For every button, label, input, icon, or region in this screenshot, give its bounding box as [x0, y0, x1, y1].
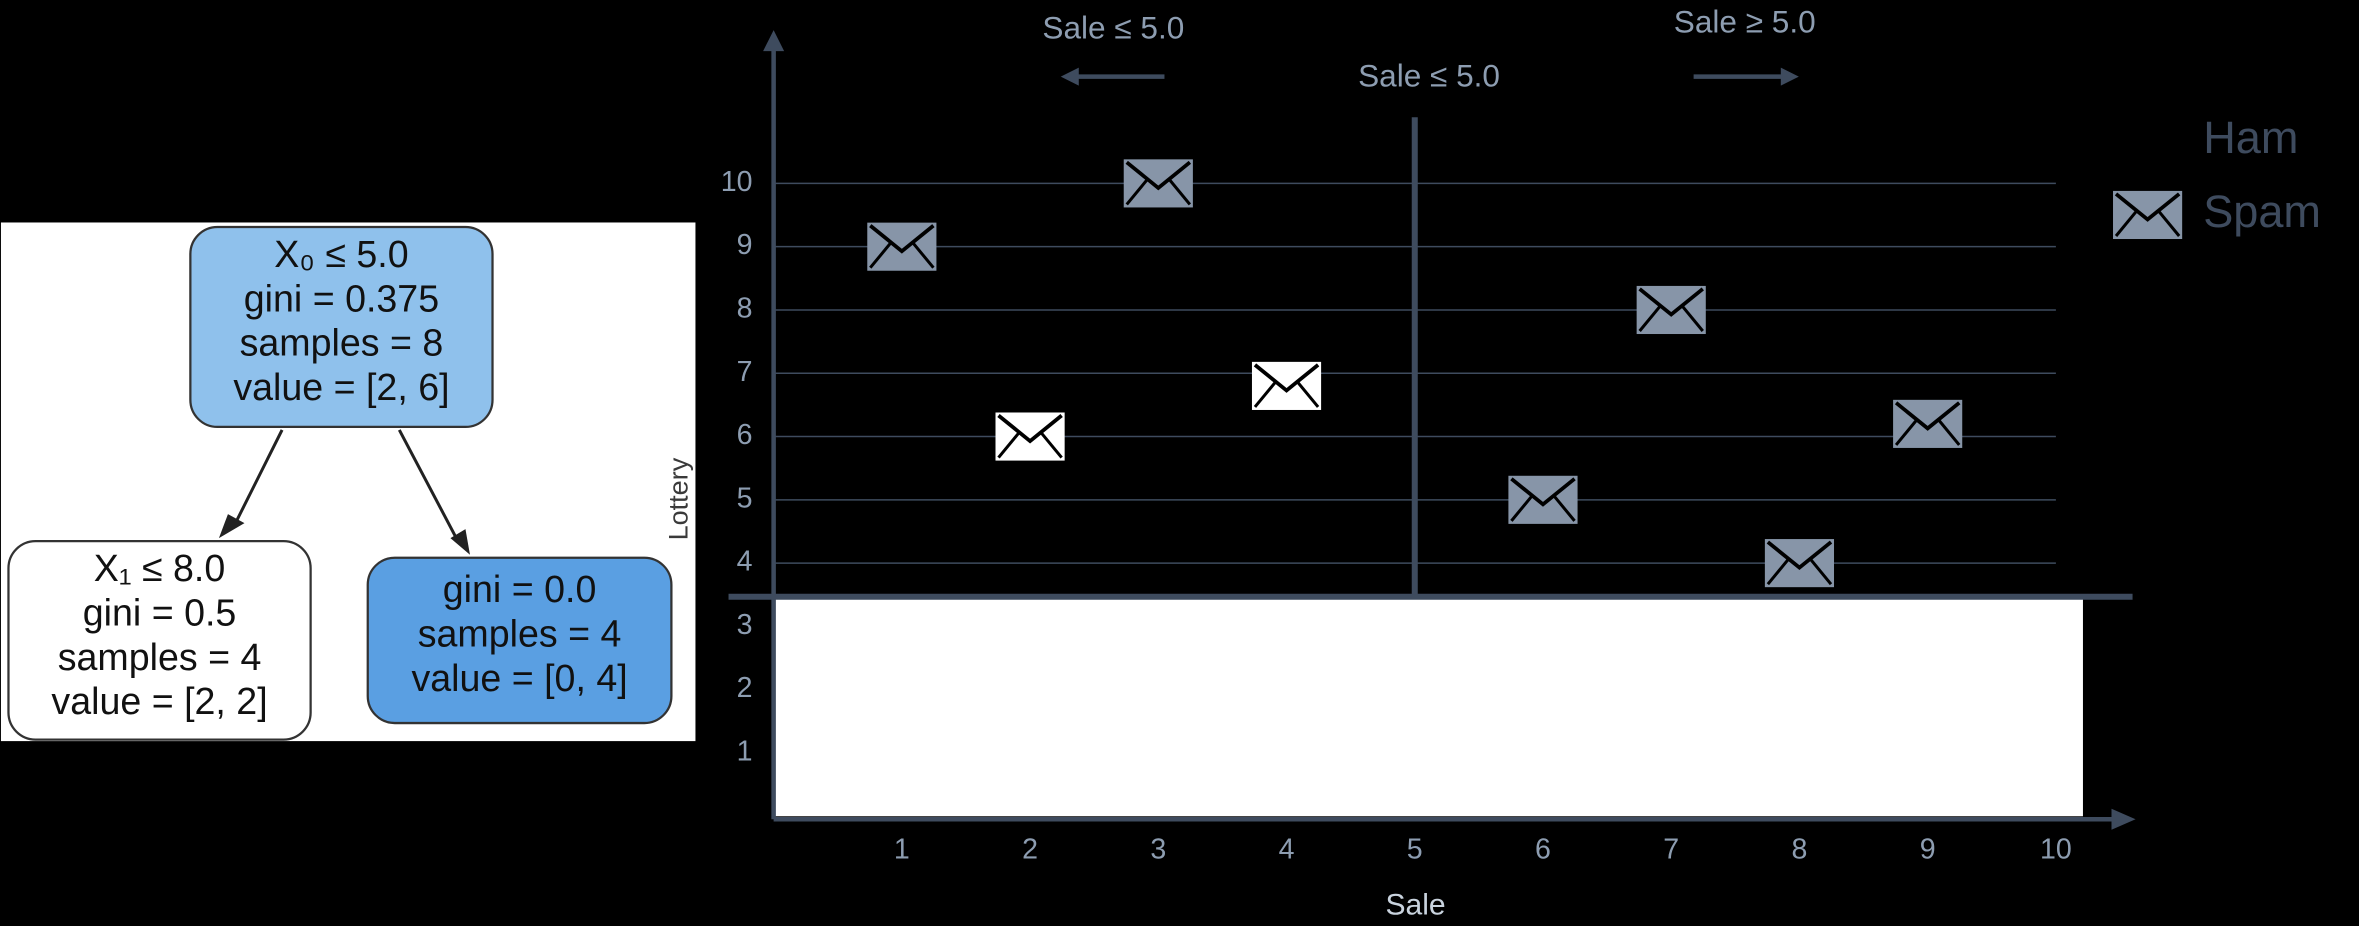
legend-label: Spam: [2203, 186, 2321, 237]
panel: [773, 598, 2083, 817]
envelope-flap: [997, 414, 1063, 444]
envelope-fold: [1253, 380, 1278, 408]
envelope-fold: [1766, 557, 1791, 586]
x-tick-label: 7: [1663, 833, 1679, 865]
envelope-flap: [869, 224, 935, 254]
envelope-fold: [1167, 177, 1192, 206]
envelope: [1251, 361, 1322, 410]
envelope-fold: [1125, 177, 1149, 206]
node-text: samples = 4: [418, 613, 622, 655]
y-tick-label: 10: [721, 166, 753, 198]
arrowhead: [1780, 67, 1799, 86]
envelope: [995, 412, 1065, 461]
envelope: [1508, 475, 1578, 524]
y-tick-label: 5: [737, 482, 753, 514]
envelope-fold: [911, 241, 935, 269]
tree-node: [366, 556, 673, 725]
node-text: value = [0, 4]: [411, 657, 627, 699]
envelope-fold: [1295, 380, 1320, 408]
x-tick-label: 6: [1535, 833, 1551, 865]
node-text: value = [2, 2]: [51, 680, 267, 722]
envelope: [867, 222, 937, 271]
envelope-fold: [1552, 494, 1576, 522]
x-tick-label: 9: [1920, 833, 1936, 865]
x-axis-arrow: [2111, 808, 2136, 830]
arrowhead: [1060, 67, 1079, 86]
y-tick-label: 3: [737, 609, 753, 641]
x-tick-label: 10: [2040, 833, 2072, 865]
envelope-fold: [1638, 304, 1662, 332]
node-text: gini = 0.375: [244, 277, 439, 319]
node-text: samples = 8: [240, 322, 444, 364]
y-axis-label: Lottery: [664, 457, 694, 540]
envelope: [1123, 159, 1193, 208]
annotation: Sale ≤ 5.0: [1358, 58, 1500, 94]
y-tick-label: 1: [737, 736, 753, 768]
envelope-fold: [1894, 418, 1919, 446]
envelope-flap: [1638, 287, 1704, 317]
envelope-fold: [997, 431, 1021, 459]
envelope-flap: [2114, 192, 2181, 222]
y-tick-label: 8: [737, 293, 753, 325]
node-text: samples = 4: [58, 636, 262, 678]
edge: [232, 429, 284, 527]
edge: [397, 429, 460, 542]
y-axis-arrow: [763, 30, 785, 52]
legend-label: Ham: [2203, 112, 2298, 163]
y-tick-label: 4: [737, 546, 753, 578]
node-text: X₁ ≤ 8.0: [94, 547, 226, 589]
tree-node: [189, 225, 494, 429]
node-text: gini = 0.5: [83, 592, 237, 634]
x-tick-label: 4: [1279, 833, 1295, 865]
envelope-fold: [2156, 209, 2181, 237]
envelope-fold: [1808, 557, 1833, 586]
envelope-flap: [1125, 160, 1192, 191]
envelope-flap: [1253, 363, 1320, 393]
envelope: [2113, 190, 2183, 240]
x-tick-label: 8: [1791, 833, 1807, 865]
x-tick-label: 3: [1150, 833, 1166, 865]
envelope-fold: [1937, 418, 1961, 446]
x-tick-label: 5: [1407, 833, 1423, 865]
y-tick-label: 9: [737, 229, 753, 261]
envelope-flap: [1510, 477, 1576, 507]
x-tick-label: 1: [894, 833, 910, 865]
y-tick-label: 7: [737, 356, 753, 388]
envelope-flap: [1894, 401, 1961, 431]
x-tick-label: 2: [1022, 833, 1038, 865]
node-text: gini = 0.0: [443, 568, 597, 610]
envelope: [1893, 399, 1963, 448]
arrowhead: [218, 514, 245, 539]
envelope-fold: [1039, 431, 1063, 459]
node-text: value = [2, 6]: [233, 366, 449, 408]
envelope-fold: [1510, 494, 1534, 522]
node-text: X₀ ≤ 5.0: [274, 233, 408, 275]
envelope: [1764, 539, 1835, 588]
envelope-fold: [2114, 209, 2139, 237]
scatter-chart: Sale ≤ 5.0 Sale ≤ 5.0 Sale ≥ 5.0 Sale Lo…: [664, 3, 2321, 921]
tree-node: [7, 540, 312, 741]
x-axis-label: Sale: [1385, 888, 1445, 921]
envelope-fold: [869, 241, 893, 269]
envelope-fold: [1680, 304, 1704, 332]
annotation: Sale ≤ 5.0: [1042, 9, 1184, 45]
envelope: [1636, 285, 1706, 335]
y-tick-label: 2: [737, 672, 753, 704]
arrowhead: [450, 529, 470, 555]
y-tick-label: 6: [737, 419, 753, 451]
annotation: Sale ≥ 5.0: [1674, 3, 1816, 39]
envelope-flap: [1766, 540, 1833, 571]
